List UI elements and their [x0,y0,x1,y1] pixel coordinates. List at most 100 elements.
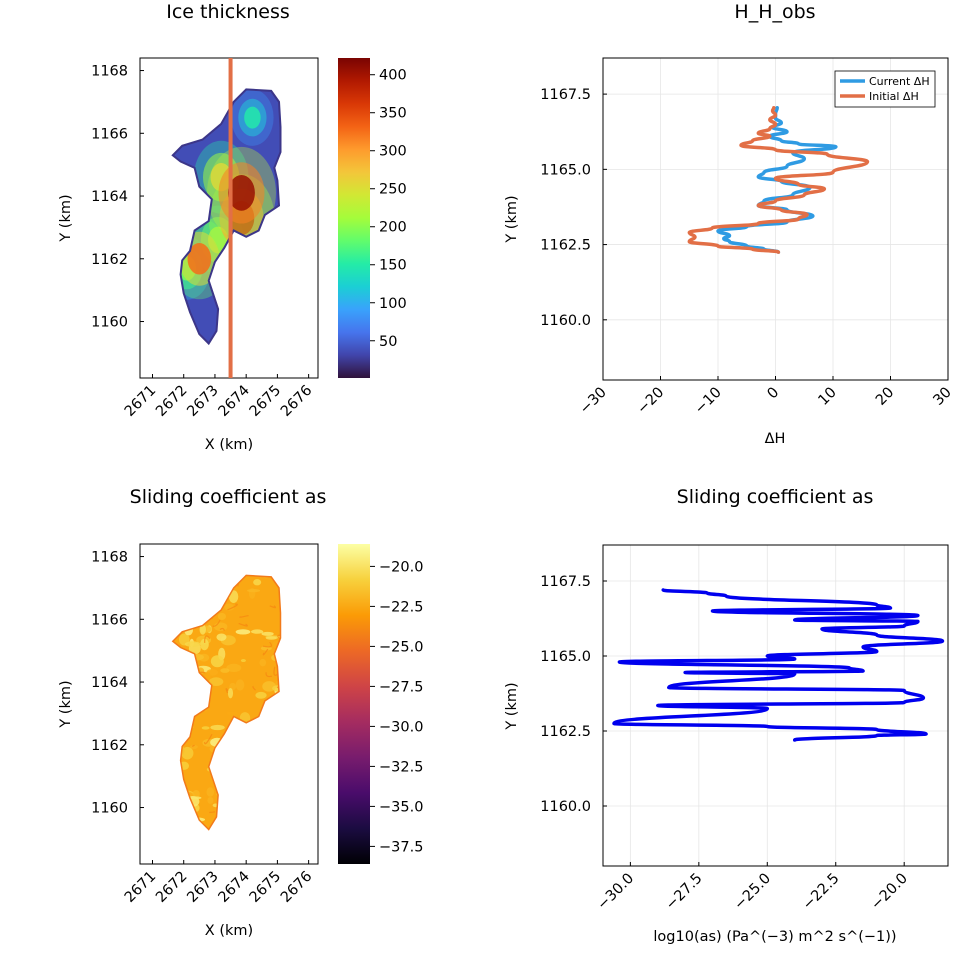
sliding-profile-series-line-0 [612,588,945,742]
sliding-map-colorbar [338,544,370,864]
sliding-texture [173,736,183,741]
sliding-ridge [226,806,236,813]
sliding-texture [226,663,242,673]
sliding-profile-panel: Sliding coefficient as −30.0 −27.5 −25.0 −2… [504,486,949,945]
sliding-texture [203,830,216,836]
sliding-ridge [254,771,260,780]
thickness-hotspot [187,243,212,275]
sliding-ridge [238,622,248,627]
sliding-texture [224,603,235,611]
sliding-ridge [275,784,281,790]
sliding-texture [208,580,214,591]
sliding-ridge [191,744,195,747]
sliding-ridge [289,813,292,822]
ice-thickness-x-tick-label: 2672 [153,383,190,420]
hh-obs-x-tick-label: −20 [634,385,667,418]
sliding-texture [226,711,238,716]
hh-obs-x-tick-label: −10 [692,385,725,418]
sliding-texture [206,787,215,797]
sliding-profile-series [612,588,945,742]
sliding-ridge [256,794,265,802]
sliding-texture [227,688,234,699]
sliding-texture [181,815,194,825]
ice-thickness-field [172,89,281,344]
sliding-texture [201,614,206,619]
sliding-texture [283,659,295,664]
hh-obs-legend: Current ΔH Initial ΔH [834,70,936,108]
sliding-ridge [209,811,216,814]
sliding-texture [279,744,281,752]
hh-obs-y-ticks: 1160.0 1162.5 1165.0 1167.5 [540,87,607,329]
sliding-texture [187,624,196,628]
sliding-profile-y-tick-label: 1167.5 [540,574,591,590]
sliding-ridge [212,619,221,627]
sliding-texture [222,579,232,589]
ice-thickness-x-tick-label: 2676 [278,383,315,420]
sliding-ridge [233,766,240,772]
sliding-texture [197,688,203,702]
hh-obs-x-ticks: −30 −20 −10 0 10 20 30 [577,376,955,417]
sliding-map-y-tick-label: 1160 [91,801,128,817]
sliding-texture [269,696,279,706]
hh-obs-title: H_H_obs [734,1,815,23]
sliding-texture [244,776,258,788]
hh-obs-series [687,105,870,254]
sliding-texture [265,636,277,640]
sliding-texture [228,590,239,603]
sliding-profile-x-tick-label: −27.5 [663,871,706,914]
sliding-texture [216,633,227,641]
sliding-texture [259,719,273,723]
sliding-texture [279,586,281,596]
sliding-ridge [244,786,250,796]
sliding-texture [240,659,246,663]
sliding-texture [208,677,224,686]
sliding-texture [245,755,261,764]
thickness-hotspot [228,175,255,211]
sliding-texture [200,638,209,651]
sliding-ridge [227,603,238,611]
sliding-ridge [259,769,264,772]
sliding-texture [276,713,281,718]
ice-thickness-y-tick-label: 1160 [91,315,128,331]
sliding-ridge [265,672,273,678]
sliding-texture [184,641,201,647]
sliding-texture [282,825,294,838]
hh-obs-y-tick-label: 1160.0 [540,313,591,329]
legend-box [834,70,936,108]
sliding-map-x-tick-label: 2674 [216,869,253,906]
sliding-ridge [226,779,232,789]
sliding-texture [281,761,294,767]
sliding-coefficient-map [171,574,295,838]
ice-thickness-title: Ice thickness [166,1,290,23]
sliding-texture [241,799,252,804]
sliding-texture [210,655,224,668]
sliding-texture [200,684,207,696]
sliding-texture [218,799,231,807]
sliding-profile-x-tick-label: −22.5 [800,871,843,914]
sliding-texture [172,690,187,695]
sliding-map-xlabel: X (km) [205,923,253,939]
sliding-texture [284,664,291,676]
ice-thickness-x-tick-label: 2671 [122,383,159,420]
sliding-map-x-tick-label: 2673 [184,869,221,906]
hh-obs-y-tick-label: 1165.0 [540,162,591,178]
sliding-map-y-tick-label: 1168 [91,550,128,566]
sliding-ridge [276,701,279,710]
sliding-texture [228,808,240,816]
sliding-texture [250,629,264,634]
colorbar-tick-label: 150 [379,258,407,274]
colorbar-tick-label: −37.5 [379,839,423,855]
sliding-ridge [267,815,276,822]
sliding-texture [259,658,267,667]
ice-thickness-y-tick-label: 1164 [91,189,128,205]
sliding-texture [281,807,286,811]
sliding-texture [254,792,268,805]
legend-label-initial: Initial ΔH [869,90,919,103]
sliding-ridge [178,681,186,690]
sliding-texture [256,773,270,783]
sliding-profile-x-ticks: −30.0 −27.5 −25.0 −22.5 −20.0 [594,862,911,913]
sliding-outline [171,574,282,831]
